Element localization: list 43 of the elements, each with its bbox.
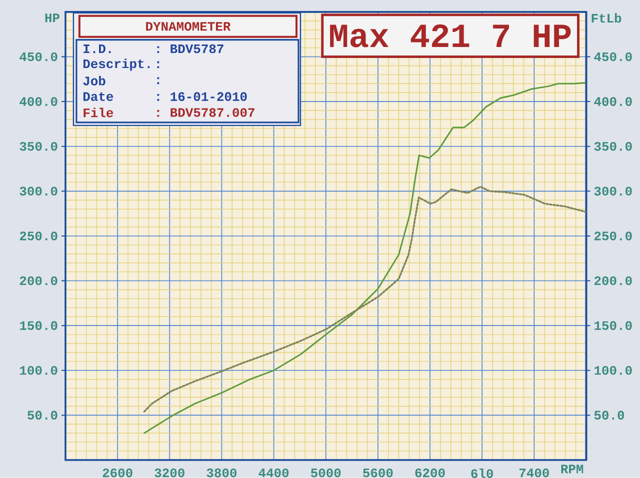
- x-tick-label: 2600: [102, 468, 132, 478]
- annotation: File: [84, 108, 114, 118]
- annotation: : 16-01-2010: [157, 92, 247, 101]
- y2-tick-label: 400.0: [594, 97, 632, 106]
- y2-tick-label: 300.0: [594, 186, 632, 196]
- y2-axis-title: FtLb: [592, 13, 622, 23]
- line-series: [143, 186, 586, 413]
- annotation: Job: [83, 76, 106, 86]
- annotation: Date: [83, 92, 114, 101]
- y-tick-label: 350.0: [20, 142, 58, 151]
- x-tick-label: 3200: [154, 468, 184, 478]
- annotation: I.D.: [84, 44, 111, 54]
- x-tick-label: 6l0: [471, 468, 493, 478]
- x-tick-label: 3800: [206, 468, 236, 478]
- y2-tick-label: 250.0: [594, 232, 632, 240]
- y2-tick-label: 50.0: [594, 410, 624, 420]
- annotation: : BDV5787: [157, 44, 224, 54]
- y2-tick-label: 200.0: [594, 276, 632, 286]
- y2-tick-label: 450.0: [594, 52, 632, 62]
- y2-tick-label: 100.0: [594, 366, 632, 375]
- y-tick-label: 50.0: [28, 410, 58, 420]
- y-tick-label: 100.0: [20, 366, 58, 375]
- x-tick-label: 6200: [415, 468, 445, 478]
- x-tick-label: 5000: [310, 468, 341, 478]
- annotation: : BDV5787.007: [157, 108, 254, 117]
- x-tick-label: 7400: [519, 468, 549, 478]
- annotation: Descript.: [83, 58, 150, 71]
- annotation: :: [157, 77, 160, 84]
- x-axis-title: RPM: [561, 464, 584, 474]
- text: DYNAMOMETER: [146, 22, 231, 31]
- y-tick-label: 400.0: [20, 97, 58, 106]
- y-tick-label: 450.0: [20, 52, 58, 62]
- x-tick-label: 5600: [363, 468, 393, 478]
- y-tick-label: 300.0: [20, 186, 58, 196]
- x-tick-label: 4400: [258, 468, 289, 478]
- y-tick-label: 250.0: [20, 232, 58, 240]
- y2-tick-label: 350.0: [594, 142, 632, 151]
- y-tick-label: 150.0: [20, 321, 58, 330]
- annotation: :: [157, 61, 160, 68]
- annotation: Max 421 7 HP: [330, 24, 571, 48]
- y-tick-label: 200.0: [20, 276, 58, 286]
- y2-tick-label: 150.0: [594, 321, 632, 330]
- y-axis-title: HP: [45, 14, 60, 22]
